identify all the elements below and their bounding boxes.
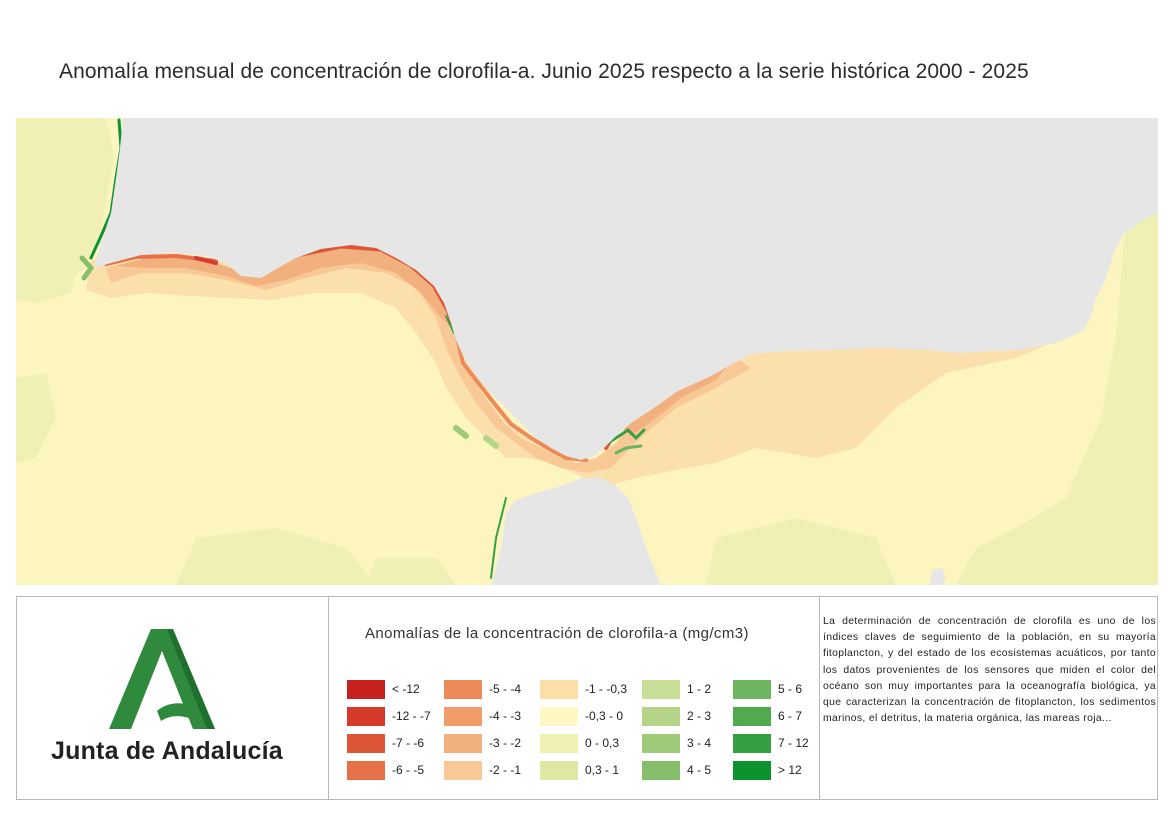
logo-text: Junta de Andalucía bbox=[51, 737, 283, 765]
land-masses bbox=[94, 118, 1158, 585]
alboran-island-land bbox=[930, 568, 946, 585]
legend-label: -6 - -5 bbox=[392, 763, 425, 777]
legend-swatch bbox=[347, 679, 385, 699]
legend-swatch bbox=[540, 679, 578, 699]
legend-label: -1 - -0,3 bbox=[585, 682, 628, 696]
legend-label: -3 - -2 bbox=[489, 736, 522, 750]
legend-item: -0,3 - 0 bbox=[540, 706, 623, 726]
legend-item: 3 - 4 bbox=[642, 733, 711, 753]
legend-label: 6 - 7 bbox=[778, 709, 803, 723]
legend-swatch bbox=[444, 679, 482, 699]
legend-item: -12 - -7 bbox=[347, 706, 431, 726]
legend-label: -5 - -4 bbox=[489, 682, 522, 696]
legend-item: < -12 bbox=[347, 679, 420, 699]
legend-item: -1 - -0,3 bbox=[540, 679, 627, 699]
legend-item: 4 - 5 bbox=[642, 760, 711, 780]
legend-swatch bbox=[733, 679, 771, 699]
legend-label: 7 - 12 bbox=[778, 736, 809, 750]
legend-item: 1 - 2 bbox=[642, 679, 711, 699]
legend-item: 5 - 6 bbox=[733, 679, 802, 699]
iberian-peninsula-land bbox=[94, 118, 1158, 460]
legend-label: -4 - -3 bbox=[489, 709, 522, 723]
description-text: La determinación de concentración de clo… bbox=[823, 616, 1156, 725]
chlorophyll-anomaly-map bbox=[16, 118, 1158, 585]
junta-de-andalucia-logo-icon bbox=[109, 629, 215, 729]
legend-label: < -12 bbox=[392, 682, 420, 696]
legend-item: 6 - 7 bbox=[733, 706, 802, 726]
legend-label: 0,3 - 1 bbox=[585, 763, 620, 777]
positive-anomaly-patches bbox=[16, 118, 1158, 585]
legend-item: -5 - -4 bbox=[444, 679, 521, 699]
legend-grid: < -12 -12 - -7 -7 - -6 -6 - -5 -5 - -4 -… bbox=[347, 679, 817, 789]
legend-swatch bbox=[540, 706, 578, 726]
legend-item: -2 - -1 bbox=[444, 760, 521, 780]
legend-item: 7 - 12 bbox=[733, 733, 809, 753]
legend-label: -12 - -7 bbox=[392, 709, 431, 723]
legend-swatch bbox=[733, 760, 771, 780]
legend-label: 2 - 3 bbox=[687, 709, 712, 723]
map-title: Anomalía mensual de concentración de clo… bbox=[59, 60, 1029, 83]
legend-label: 1 - 2 bbox=[687, 682, 712, 696]
legend-swatch bbox=[642, 760, 680, 780]
legend-swatch bbox=[444, 706, 482, 726]
legend-item: > 12 bbox=[733, 760, 802, 780]
legend-item: -6 - -5 bbox=[347, 760, 424, 780]
legend-swatch bbox=[347, 760, 385, 780]
legend-swatch bbox=[540, 760, 578, 780]
legend-label: 3 - 4 bbox=[687, 736, 712, 750]
legend-item: -4 - -3 bbox=[444, 706, 521, 726]
legend-swatch bbox=[642, 733, 680, 753]
legend-swatch bbox=[444, 733, 482, 753]
logo-panel: Junta de Andalucía bbox=[17, 597, 329, 799]
description-panel: La determinación de concentración de clo… bbox=[820, 597, 1157, 799]
legend-label: -0,3 - 0 bbox=[585, 709, 624, 723]
legend-swatch bbox=[444, 760, 482, 780]
legend-label: > 12 bbox=[778, 763, 802, 777]
legend-title: Anomalías de la concentración de clorofi… bbox=[365, 625, 749, 642]
legend-swatch bbox=[642, 706, 680, 726]
legend-label: -2 - -1 bbox=[489, 763, 522, 777]
legend-item: -3 - -2 bbox=[444, 733, 521, 753]
legend-swatch bbox=[347, 733, 385, 753]
legend-label: 4 - 5 bbox=[687, 763, 712, 777]
legend-swatch bbox=[540, 733, 578, 753]
legend-swatch bbox=[347, 706, 385, 726]
north-africa-land bbox=[492, 478, 661, 585]
legend-item: 0 - 0,3 bbox=[540, 733, 619, 753]
legend-item: 2 - 3 bbox=[642, 706, 711, 726]
legend-item: -7 - -6 bbox=[347, 733, 424, 753]
map-footer: Junta de Andalucía Anomalías de la conce… bbox=[16, 596, 1158, 800]
legend-swatch bbox=[642, 679, 680, 699]
legend-label: -7 - -6 bbox=[392, 736, 425, 750]
legend-item: 0,3 - 1 bbox=[540, 760, 619, 780]
legend-swatch bbox=[733, 706, 771, 726]
legend-label: 0 - 0,3 bbox=[585, 736, 620, 750]
legend-label: 5 - 6 bbox=[778, 682, 803, 696]
legend-panel: Anomalías de la concentración de clorofi… bbox=[329, 597, 820, 799]
legend-swatch bbox=[733, 733, 771, 753]
